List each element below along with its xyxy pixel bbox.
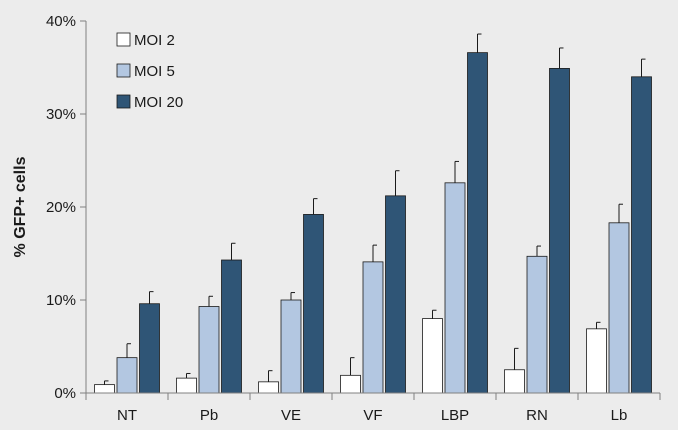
legend-swatch-moi-5	[116, 63, 131, 78]
bar-moi-2-nt	[94, 384, 115, 394]
bar-moi-5-lbp	[444, 182, 466, 394]
y-tick-label: 20%	[46, 199, 76, 216]
y-tick-label: 10%	[46, 292, 76, 309]
x-tick-label: NT	[117, 407, 137, 424]
bar-moi-20-lbp	[467, 52, 488, 394]
legend: MOI 2 MOI 5 MOI 20	[116, 32, 183, 111]
bar-moi-2-rn	[504, 369, 525, 394]
bar-moi-2-lb	[586, 328, 607, 394]
bar-moi-5-nt	[116, 357, 138, 394]
y-tick-label: 40%	[46, 13, 76, 30]
bar-moi-2-vf	[340, 374, 361, 394]
bar-moi-2-pb	[176, 377, 197, 394]
legend-label: MOI 2	[134, 32, 175, 49]
y-tick-label: 0%	[54, 385, 76, 402]
y-axis-title: % GFP+ cells	[12, 156, 29, 257]
x-tick-label: VE	[281, 407, 301, 424]
bars-layer	[94, 52, 652, 394]
bar-moi-20-ve	[303, 214, 324, 394]
bar-moi-5-pb	[198, 306, 220, 394]
bar-moi-5-lb	[608, 222, 630, 394]
x-tick-label: VF	[363, 407, 382, 424]
bar-moi-20-nt	[139, 303, 160, 394]
x-labels-layer: NT Pb VE VF LBP RN Lb	[85, 393, 661, 424]
bar-moi-20-rn	[549, 68, 570, 394]
x-tick-label: Lb	[611, 407, 628, 424]
x-tick-label: Pb	[200, 407, 218, 424]
bar-moi-5-vf	[362, 261, 384, 394]
x-tick-label: RN	[526, 407, 548, 424]
bar-moi-2-lbp	[422, 318, 443, 394]
bar-moi-5-rn	[526, 255, 548, 394]
bar-moi-5-ve	[280, 299, 302, 394]
y-ticks-layer: 0% 10% 20% 30% 40%	[46, 13, 86, 402]
x-tick-label: LBP	[441, 407, 469, 424]
y-tick-label: 30%	[46, 106, 76, 123]
legend-swatch-moi-20	[116, 94, 131, 109]
legend-label: MOI 20	[134, 94, 183, 111]
bar-moi-20-pb	[221, 259, 242, 394]
bar-moi-20-lb	[631, 76, 652, 394]
legend-swatch-moi-2	[116, 32, 131, 47]
error-bars-layer	[104, 33, 646, 385]
bar-moi-2-ve	[258, 381, 279, 394]
legend-label: MOI 5	[134, 63, 175, 80]
bar-moi-20-vf	[385, 195, 406, 394]
